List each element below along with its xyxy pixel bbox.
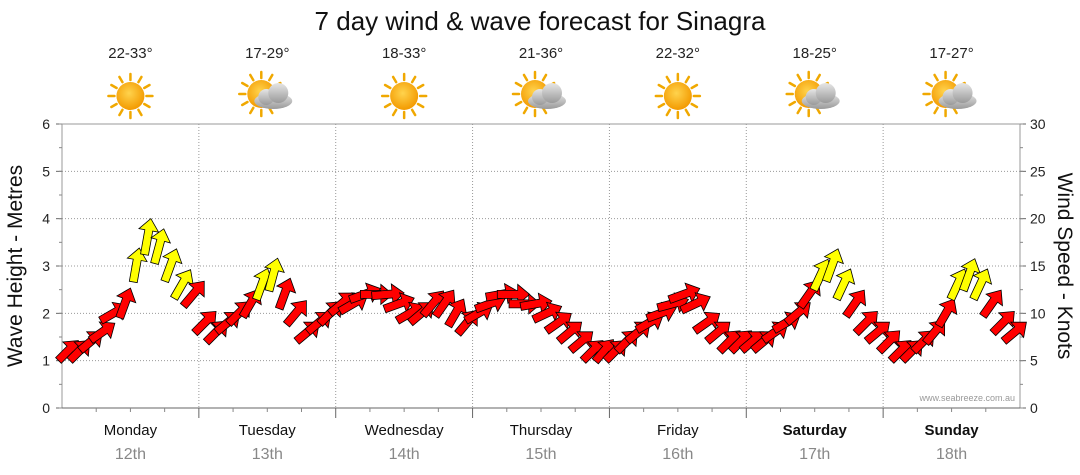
wind-arrow: [979, 289, 1003, 319]
day-temperature: 17-29°: [245, 45, 289, 62]
left-tick-label: 2: [42, 305, 50, 321]
cloud-shape: [254, 83, 293, 109]
sun-icon: [107, 72, 154, 120]
day-temperature: 22-33°: [108, 45, 152, 62]
cloud-shape: [528, 83, 566, 109]
day-header-row: 22-33° 17-29° 18-33° 21-36° 22-32° 18-25° 17-2…: [107, 45, 977, 120]
wind-arrow: [691, 311, 721, 335]
left-tick-label: 3: [42, 258, 50, 274]
sun-cloud-icon: [922, 70, 977, 118]
wind-arrow: [1000, 321, 1027, 345]
wind-arrow: [567, 331, 594, 354]
wind-arrow: [263, 257, 285, 293]
wind-arrow: [150, 228, 172, 265]
axes: 0 1 2 3 4 5 6 0 5 10 15 20 25 30 Monday 12th Tuesday 13th…: [42, 116, 1046, 463]
day-label: Sunday: [924, 422, 979, 439]
wind-arrow: [842, 289, 867, 319]
day-label: Wednesday: [365, 422, 444, 439]
wind-arrow: [87, 321, 116, 345]
cloud-shape: [801, 83, 840, 109]
wind-arrow: [444, 298, 467, 329]
date-label: 12th: [115, 446, 146, 463]
wind-arrow: [852, 310, 878, 337]
left-tick-label: 5: [42, 163, 50, 179]
wind-arrow: [863, 321, 890, 345]
day-label: Saturday: [783, 422, 848, 439]
cloud-shape: [938, 83, 977, 109]
sun-cloud-icon: [238, 70, 293, 118]
left-tick-label: 0: [42, 400, 50, 416]
wind-arrow: [821, 248, 845, 284]
wind-arrow: [989, 310, 1015, 337]
day-temperature: 22-32°: [656, 45, 700, 62]
wind-arrow: [875, 330, 901, 355]
wind-arrow: [969, 268, 993, 302]
wind-arrow: [704, 321, 731, 345]
left-axis-title: Wave Height - Metres: [4, 165, 27, 367]
left-tick-label: 6: [42, 116, 50, 132]
wind-arrow: [274, 277, 297, 311]
grid-lines: [61, 123, 1021, 409]
day-label: Tuesday: [239, 422, 296, 439]
right-tick-label: 10: [1030, 305, 1046, 321]
day-temperature: 21-36°: [519, 45, 563, 62]
left-tick-label: 4: [42, 211, 50, 227]
wind-arrow: [496, 283, 531, 306]
wind-arrow: [431, 289, 456, 319]
credit-text: www.seabreeze.com.au: [918, 393, 1015, 403]
wind-arrow: [115, 287, 137, 320]
wind-arrows: [55, 217, 1027, 365]
right-tick-label: 20: [1030, 211, 1046, 227]
day-temperature: 18-25°: [793, 45, 837, 62]
wind-arrow: [282, 300, 307, 328]
day-label: Thursday: [510, 422, 573, 439]
wind-arrow: [667, 282, 701, 304]
date-label: 17th: [799, 446, 830, 463]
wind-arrow: [832, 268, 856, 302]
wind-arrow: [555, 321, 583, 345]
date-label: 15th: [525, 446, 556, 463]
wind-arrow: [371, 283, 405, 305]
chart-title: 7 day wind & wave forecast for Sinagra: [315, 6, 766, 36]
day-label: Monday: [104, 422, 158, 439]
wind-arrow: [191, 310, 217, 337]
day-temperature: 18-33°: [382, 45, 426, 62]
wind-arrow: [138, 217, 160, 256]
right-axis-title: Wind Speed - Knots: [1053, 173, 1076, 360]
wind-arrow: [519, 292, 553, 314]
date-label: 18th: [936, 446, 967, 463]
right-tick-label: 0: [1030, 400, 1038, 416]
right-tick-label: 25: [1030, 163, 1046, 179]
sun-icon: [380, 72, 428, 120]
right-tick-label: 30: [1030, 116, 1046, 132]
wind-arrow: [160, 248, 183, 284]
wind-arrow: [679, 292, 711, 315]
date-label: 14th: [389, 446, 420, 463]
left-tick-label: 1: [42, 353, 50, 369]
wind-arrow: [934, 298, 958, 329]
wind-arrow: [543, 311, 572, 335]
wind-arrow: [958, 258, 981, 293]
sun-cloud-icon: [511, 70, 566, 118]
date-label: 13th: [252, 446, 283, 463]
wind-arrow: [179, 280, 205, 310]
date-label: 16th: [662, 446, 693, 463]
day-label: Friday: [657, 422, 699, 439]
sun-icon: [654, 72, 702, 120]
plot-frame: [61, 123, 1021, 409]
sun-cloud-icon: [785, 70, 840, 118]
wind-arrow: [170, 269, 194, 301]
day-temperature: 17-27°: [929, 45, 973, 62]
right-tick-label: 5: [1030, 353, 1038, 369]
right-tick-label: 15: [1030, 258, 1046, 274]
